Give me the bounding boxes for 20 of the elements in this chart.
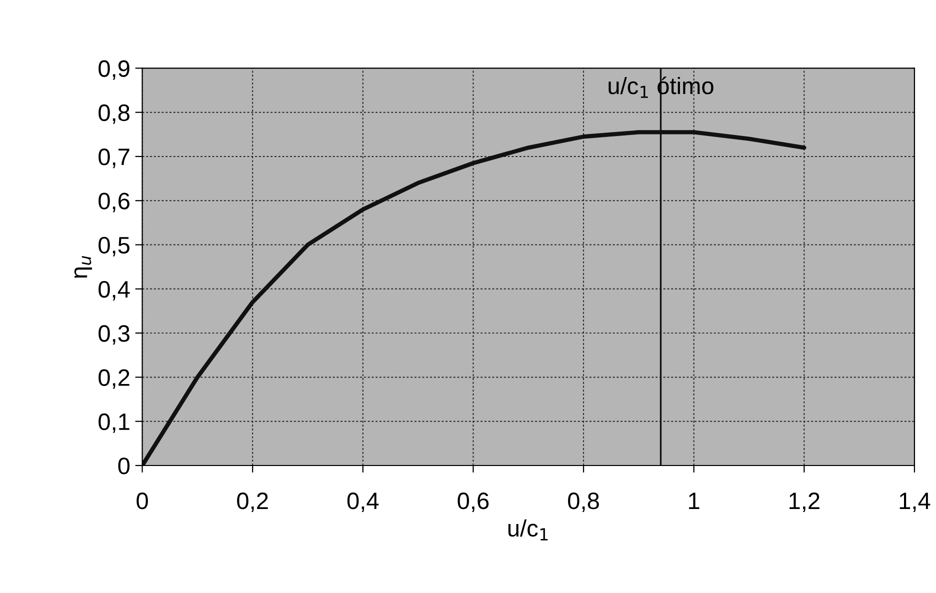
y-tick-label: 0,6 (98, 192, 130, 212)
x-tick-label: 0,2 (237, 492, 268, 512)
x-tick-label: 1 (689, 492, 700, 510)
x-tick-label: 1,4 (900, 492, 930, 512)
y-tick-label: 0,3 (98, 325, 130, 345)
y-tick-label: 0,5 (98, 236, 130, 256)
y-axis-title: η$_{u}$ (74, 256, 92, 278)
y-tick-label: 0 (118, 458, 130, 474)
y-tick-label: 0,7 (98, 148, 130, 168)
x-axis-title: u/c$_{1}$ (508, 519, 548, 540)
y-tick-label: 0,1 (98, 413, 130, 433)
y-tick-label: 0,2 (98, 369, 130, 389)
y-tick-label: 0,8 (98, 104, 130, 124)
y-tick-label: 0,9 (98, 60, 130, 80)
x-tick-label: 0,8 (568, 492, 599, 512)
x-tick-label: 0,6 (458, 492, 489, 512)
x-tick-label: 0 (136, 492, 148, 510)
x-tick-label: 1,2 (790, 492, 820, 512)
y-tick-label: 0,4 (98, 280, 130, 300)
x-tick-label: 0,4 (347, 492, 379, 512)
